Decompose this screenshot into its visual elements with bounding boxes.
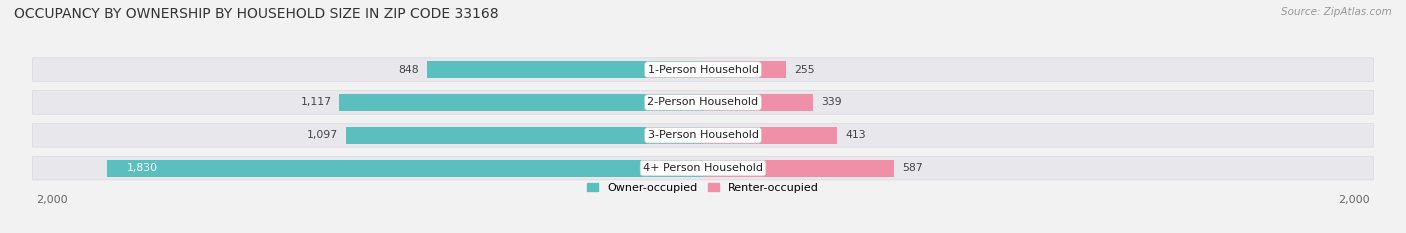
Bar bbox=[703, 94, 813, 111]
Text: 255: 255 bbox=[794, 65, 814, 75]
Bar bbox=[703, 127, 838, 144]
Bar bbox=[346, 127, 703, 144]
Text: 2-Person Household: 2-Person Household bbox=[647, 97, 759, 107]
Text: 339: 339 bbox=[821, 97, 842, 107]
Text: 1,830: 1,830 bbox=[127, 163, 157, 173]
Text: 1-Person Household: 1-Person Household bbox=[648, 65, 758, 75]
Bar bbox=[107, 160, 703, 177]
Bar bbox=[703, 160, 894, 177]
Text: 3-Person Household: 3-Person Household bbox=[648, 130, 758, 140]
Text: 413: 413 bbox=[845, 130, 866, 140]
FancyBboxPatch shape bbox=[32, 91, 1374, 114]
Text: OCCUPANCY BY OWNERSHIP BY HOUSEHOLD SIZE IN ZIP CODE 33168: OCCUPANCY BY OWNERSHIP BY HOUSEHOLD SIZE… bbox=[14, 7, 499, 21]
FancyBboxPatch shape bbox=[32, 123, 1374, 147]
Bar bbox=[703, 61, 786, 78]
Legend: Owner-occupied, Renter-occupied: Owner-occupied, Renter-occupied bbox=[582, 178, 824, 197]
FancyBboxPatch shape bbox=[32, 58, 1374, 81]
FancyBboxPatch shape bbox=[32, 156, 1374, 180]
Text: 1,097: 1,097 bbox=[307, 130, 337, 140]
Text: Source: ZipAtlas.com: Source: ZipAtlas.com bbox=[1281, 7, 1392, 17]
Bar bbox=[427, 61, 703, 78]
Text: 4+ Person Household: 4+ Person Household bbox=[643, 163, 763, 173]
Text: 587: 587 bbox=[903, 163, 922, 173]
Bar bbox=[339, 94, 703, 111]
Text: 1,117: 1,117 bbox=[301, 97, 332, 107]
Text: 848: 848 bbox=[398, 65, 419, 75]
